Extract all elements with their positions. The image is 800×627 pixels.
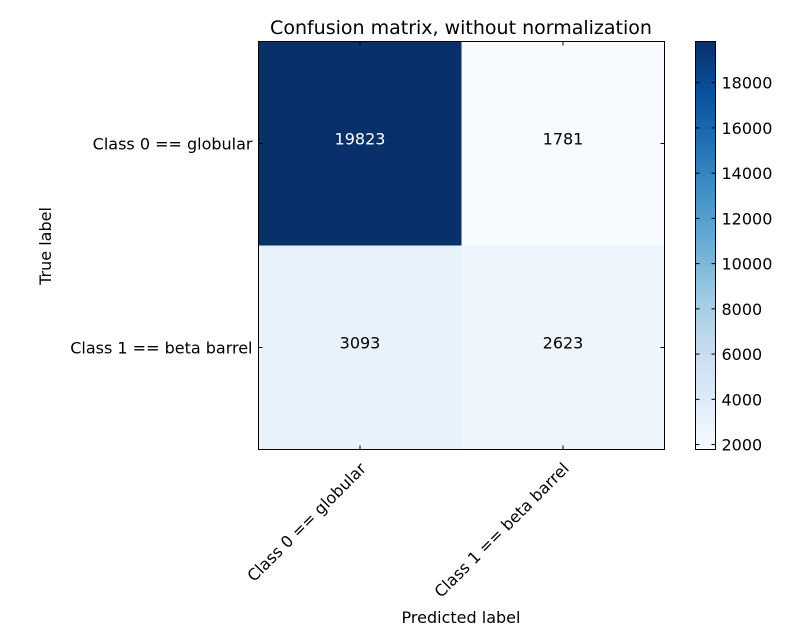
matrix-cell-r1-c1 xyxy=(461,245,665,450)
x-axis-label: Predicted label xyxy=(402,608,521,627)
colorbar-tick-label: 18000 xyxy=(722,74,773,93)
colorbar-tick-label: 8000 xyxy=(722,300,763,319)
matrix-cell-r1-c0 xyxy=(258,245,462,450)
y-axis-ticks: Class 0 == globular Class 1 == beta barre… xyxy=(70,135,665,358)
chart-title: Confusion matrix, without normalization xyxy=(270,17,652,39)
colorbar-tick-label: 6000 xyxy=(722,345,763,364)
colorbar-tick-label: 12000 xyxy=(722,209,773,228)
cell-value-r1-c0: 3093 xyxy=(340,334,381,353)
cell-value-r1-c1: 2623 xyxy=(543,334,584,353)
matrix-frame xyxy=(258,41,665,450)
y-tick-label: Class 1 == beta barrel xyxy=(70,339,252,358)
x-tick-label: Class 1 == beta barrel xyxy=(431,459,573,601)
matrix-cells xyxy=(258,41,665,450)
cell-value-r0-c1: 1781 xyxy=(543,130,584,149)
y-axis-label: True label xyxy=(36,207,55,286)
cell-value-r0-c0: 19823 xyxy=(335,130,386,149)
colorbar-tick-label: 14000 xyxy=(722,164,773,183)
y-tick-label: Class 0 == globular xyxy=(93,135,253,154)
colorbar-tick-label: 10000 xyxy=(722,255,773,274)
matrix-cell-r0-c1 xyxy=(461,41,665,246)
colorbar-tick-label: 16000 xyxy=(722,119,773,138)
matrix-cell-labels: 19823 1781 3093 2623 xyxy=(335,130,584,353)
matrix-cell-r0-c0 xyxy=(258,41,462,246)
colorbar-tick-label: 4000 xyxy=(722,390,763,409)
x-tick-label: Class 0 == globular xyxy=(243,459,370,586)
colorbar-ticks: 2000 4000 6000 8000 10000 12000 14000 16000 1800… xyxy=(695,74,773,455)
colorbar xyxy=(695,41,716,450)
colorbar-tick-label: 2000 xyxy=(722,436,763,455)
